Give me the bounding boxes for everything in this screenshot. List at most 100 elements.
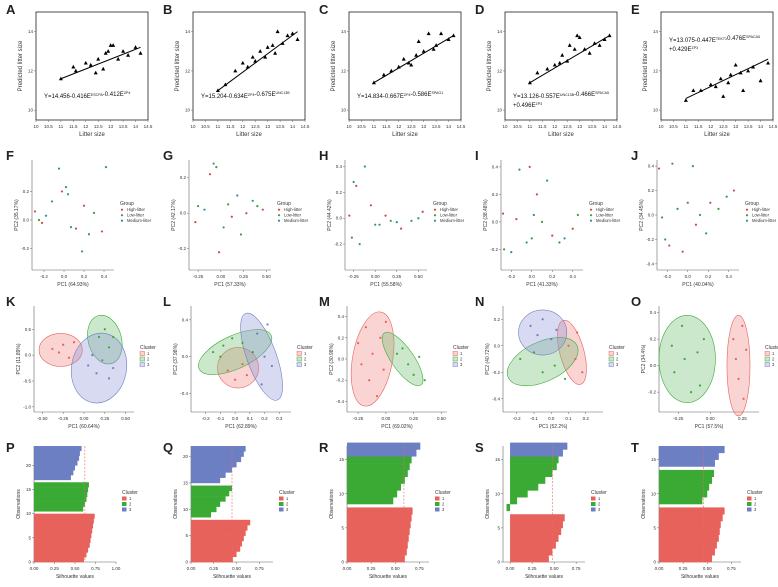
y-tick-label: 0 xyxy=(653,560,656,565)
legend-title: Group xyxy=(745,201,759,207)
y-tick-label: 15 xyxy=(339,457,345,462)
data-point xyxy=(421,49,426,53)
x-tick-label: 0.0 xyxy=(529,274,536,279)
equation-term: Y=14.834-0.667E xyxy=(357,94,404,100)
x-tick-label: -0.1 xyxy=(217,416,225,421)
data-point xyxy=(587,51,592,55)
legend-label: 2 xyxy=(460,357,463,362)
cluster-ellipse xyxy=(240,312,283,401)
data-point xyxy=(550,338,553,341)
data-point xyxy=(725,195,728,198)
data-point xyxy=(100,230,104,233)
y-tick-label: 20 xyxy=(26,463,32,468)
x-tick-label: 12 xyxy=(240,124,246,129)
data-point xyxy=(680,324,684,327)
silhouette-bar xyxy=(510,548,553,556)
y-axis-label: PC2 (11.89%) xyxy=(16,343,22,374)
regression-equation-line2: +0.496EZP3 xyxy=(513,102,542,109)
data-point xyxy=(233,68,238,73)
legend-key xyxy=(435,496,440,501)
legend-label: 1 xyxy=(304,351,307,356)
x-tick-label: 0.00 xyxy=(371,274,380,279)
data-point xyxy=(691,165,694,168)
data-point xyxy=(215,165,218,169)
data-point xyxy=(280,41,285,45)
x-axis-label: PC1 (60.64%) xyxy=(68,424,100,430)
x-tick-label: 0.50 xyxy=(703,566,712,571)
plot-frame xyxy=(660,11,774,121)
legend-key xyxy=(122,507,127,512)
x-tick-label: 0.00 xyxy=(382,416,391,421)
data-point xyxy=(502,248,506,251)
data-point xyxy=(664,238,667,241)
data-point xyxy=(708,82,713,87)
y-tick-label: 0.0 xyxy=(648,213,655,218)
y-tick-label: 0.4 xyxy=(182,317,189,322)
silhouette-bar xyxy=(510,534,559,542)
legend-title: Group xyxy=(277,201,291,207)
data-point xyxy=(737,377,740,380)
x-tick-label: 0.75 xyxy=(572,566,581,571)
y-axis-label: Predicted litter size xyxy=(331,40,337,91)
data-point xyxy=(295,37,300,41)
legend-label: Medium-litter xyxy=(127,218,152,223)
x-tick-label: 14.5 xyxy=(457,124,466,129)
silhouette-bar xyxy=(347,514,412,522)
x-tick-label: -0.25 xyxy=(673,416,684,421)
data-point xyxy=(530,237,533,240)
panel-label-K: K xyxy=(6,294,16,309)
legend-label: 1 xyxy=(129,496,132,501)
data-point xyxy=(364,326,367,329)
regression-equation: Y=14.456-0.416EESCPA-0.412EZP4 xyxy=(44,91,130,100)
x-tick-label: 10.5 xyxy=(513,124,522,129)
data-point xyxy=(44,214,48,217)
x-tick-label: 0.50 xyxy=(391,566,400,571)
y-tick-label: 0.0 xyxy=(494,343,501,348)
legend-label: 3 xyxy=(460,362,463,367)
silhouette-bar xyxy=(510,527,562,536)
data-point xyxy=(67,356,71,359)
y-tick-label: 15 xyxy=(651,457,657,462)
data-point xyxy=(705,232,708,235)
panel-B: B 10 10.5 11 11.5 12 12.5 13 13.5 14 14.5 10 12 14 Lit… xyxy=(163,2,310,138)
y-tick-label: 0.0 xyxy=(182,354,189,359)
data-point xyxy=(371,80,376,85)
x-tick-label: 0.0 xyxy=(61,274,68,279)
plot-frame xyxy=(504,11,618,121)
equation-superscript: ZP3 xyxy=(692,46,699,50)
data-point xyxy=(572,47,577,51)
y-tick-label: 0.2 xyxy=(338,335,345,340)
legend-key xyxy=(747,496,752,501)
data-point xyxy=(352,180,355,184)
equation-term: -0.586E xyxy=(410,92,431,98)
data-point xyxy=(536,334,539,337)
silhouette-bar xyxy=(191,446,246,452)
y-tick-label: 0.0 xyxy=(25,353,32,358)
data-point xyxy=(258,49,263,53)
x-tick-label: 12.5 xyxy=(94,124,103,129)
legend-key xyxy=(745,208,749,211)
legend-key xyxy=(452,356,458,362)
data-point xyxy=(88,62,93,67)
y-axis-label: Predicted litter size xyxy=(643,40,649,91)
x-tick-label: 0.2 xyxy=(261,416,268,421)
x-tick-label: -0.25 xyxy=(58,416,69,421)
data-point xyxy=(245,212,248,215)
legend-label: 1 xyxy=(772,351,775,356)
silhouette-bar xyxy=(191,540,243,547)
panel-label-C: C xyxy=(319,2,329,17)
silhouette-bar xyxy=(347,463,410,471)
legend-key xyxy=(120,214,124,217)
data-point xyxy=(742,397,745,400)
data-point xyxy=(558,241,561,244)
regression-equation: Y=15.204-0.634EZP4-0.675EUNC13B xyxy=(201,91,290,100)
x-tick-label: 0.3 xyxy=(276,416,283,421)
y-tick-label: 5 xyxy=(653,525,656,530)
data-point xyxy=(138,51,143,55)
x-tick-label: 0.00 xyxy=(217,274,226,279)
regression-equation-line2: +0.429EZP3 xyxy=(669,46,698,53)
y-tick-label: -0.2 xyxy=(646,237,654,242)
data-point xyxy=(406,60,411,65)
y-tick-label: 0.2 xyxy=(23,189,30,194)
data-point xyxy=(421,210,424,213)
